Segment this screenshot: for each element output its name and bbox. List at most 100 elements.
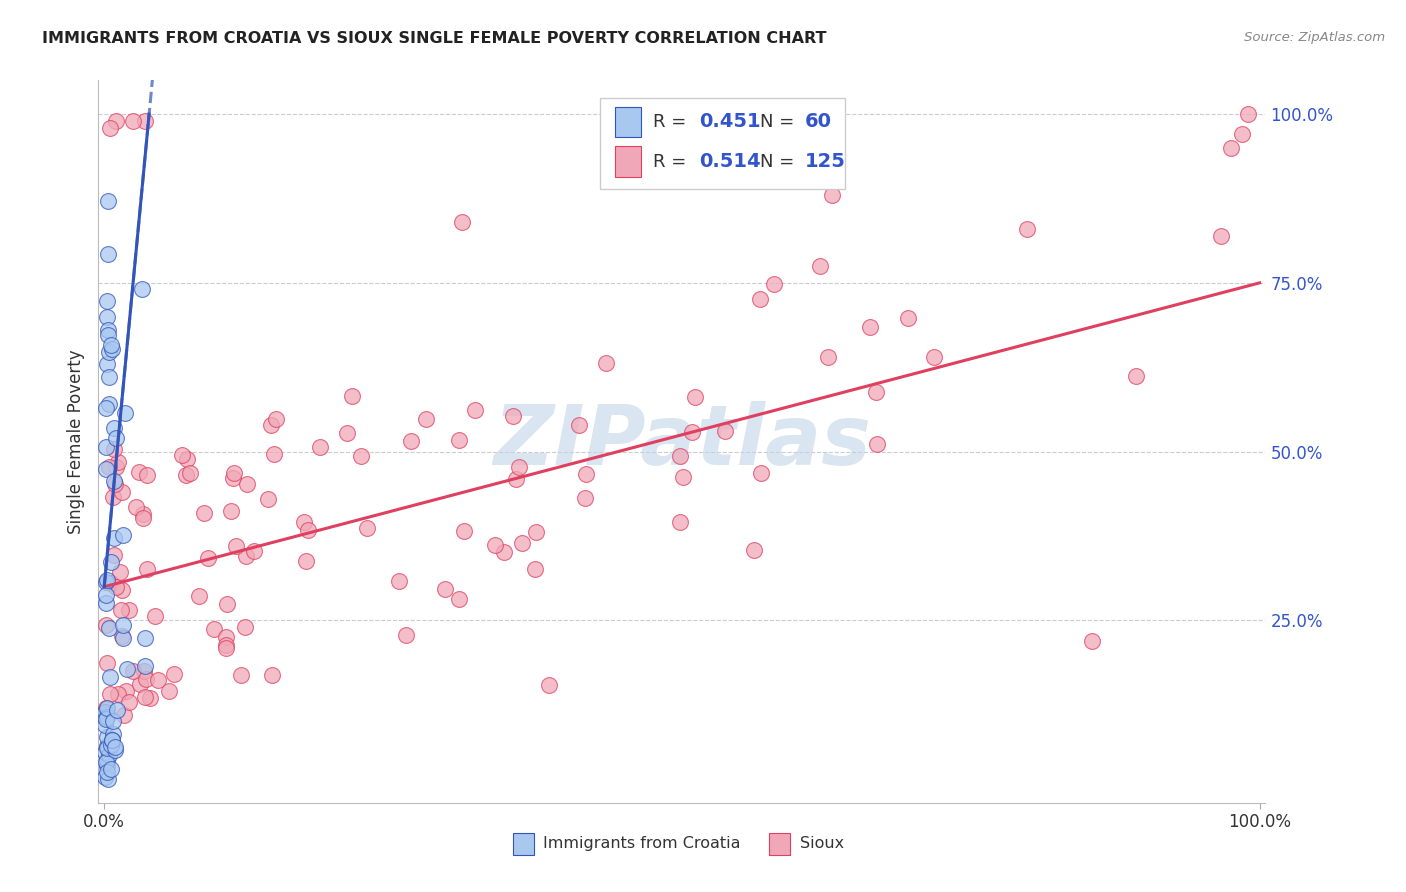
Point <box>672 470 695 484</box>
Point <box>104 740 127 755</box>
Y-axis label: Single Female Poverty: Single Female Poverty <box>66 350 84 533</box>
Point <box>508 460 530 475</box>
Bar <box>616 106 641 136</box>
Text: N =: N = <box>761 112 800 131</box>
Point <box>131 511 153 525</box>
Point <box>96 440 118 454</box>
Point <box>221 504 243 518</box>
Point <box>669 515 692 529</box>
Point <box>97 345 120 359</box>
Point <box>297 523 319 537</box>
Point <box>94 617 117 632</box>
Point <box>131 282 153 296</box>
Point <box>101 727 124 741</box>
Point <box>859 320 882 334</box>
Point <box>821 188 844 202</box>
Point <box>197 551 219 566</box>
Point <box>98 120 121 135</box>
Bar <box>769 833 790 855</box>
Point <box>112 528 135 542</box>
Point <box>100 738 122 752</box>
Point <box>350 449 373 463</box>
Point <box>817 351 839 365</box>
Text: 125: 125 <box>804 152 845 171</box>
FancyBboxPatch shape <box>600 98 845 189</box>
Point <box>225 539 247 553</box>
Point <box>1081 633 1104 648</box>
Point <box>174 468 197 483</box>
Point <box>260 668 283 682</box>
Point <box>505 472 527 486</box>
Point <box>292 515 315 529</box>
Point <box>114 406 136 420</box>
Point <box>124 500 146 515</box>
Point <box>1211 228 1233 243</box>
Point <box>100 575 122 590</box>
Point <box>1125 369 1147 384</box>
Point <box>243 544 266 558</box>
Point <box>681 425 703 439</box>
Point <box>118 695 141 709</box>
Point <box>97 772 120 786</box>
Point <box>94 745 117 759</box>
Text: N =: N = <box>761 153 800 170</box>
Point <box>96 310 118 324</box>
Point <box>115 662 138 676</box>
Point <box>115 684 138 698</box>
Point <box>215 640 238 655</box>
Point <box>193 506 215 520</box>
Point <box>744 542 766 557</box>
Point <box>134 113 156 128</box>
Point <box>808 259 831 273</box>
Point <box>510 535 533 549</box>
Point <box>111 629 134 643</box>
Point <box>453 524 475 538</box>
Point <box>134 631 156 645</box>
Point <box>96 701 118 715</box>
Point <box>1237 107 1260 121</box>
Point <box>96 759 118 773</box>
Point <box>112 708 135 723</box>
Point <box>494 545 516 559</box>
Point <box>449 592 471 607</box>
Point <box>98 687 121 701</box>
Point <box>449 433 471 447</box>
Point <box>103 421 125 435</box>
Point <box>135 468 157 483</box>
Point <box>101 490 124 504</box>
Text: Source: ZipAtlas.com: Source: ZipAtlas.com <box>1244 31 1385 45</box>
Point <box>107 455 129 469</box>
Text: R =: R = <box>652 112 692 131</box>
Point <box>96 573 118 587</box>
Point <box>121 664 143 678</box>
Point <box>399 434 422 448</box>
Point <box>568 417 591 432</box>
Point <box>575 467 598 481</box>
Point <box>104 477 127 491</box>
Text: 60: 60 <box>804 112 831 131</box>
Point <box>236 477 259 491</box>
Point <box>215 638 238 652</box>
Bar <box>616 146 641 177</box>
Point <box>98 670 121 684</box>
Point <box>97 460 120 475</box>
Point <box>103 531 125 545</box>
Point <box>308 440 330 454</box>
Point <box>388 574 411 588</box>
Point <box>96 709 118 723</box>
Point <box>94 718 117 732</box>
Point <box>748 292 770 306</box>
Point <box>260 418 283 433</box>
Point <box>595 356 617 370</box>
Text: IMMIGRANTS FROM CROATIA VS SIOUX SINGLE FEMALE POVERTY CORRELATION CHART: IMMIGRANTS FROM CROATIA VS SIOUX SINGLE … <box>42 31 827 46</box>
Point <box>451 215 474 229</box>
Point <box>524 524 547 539</box>
Point <box>97 748 120 763</box>
Text: 0.514: 0.514 <box>699 152 761 171</box>
Point <box>179 466 201 480</box>
Point <box>96 294 118 309</box>
Point <box>134 664 156 678</box>
Point <box>97 621 120 635</box>
Point <box>97 370 120 384</box>
Point <box>94 712 117 726</box>
